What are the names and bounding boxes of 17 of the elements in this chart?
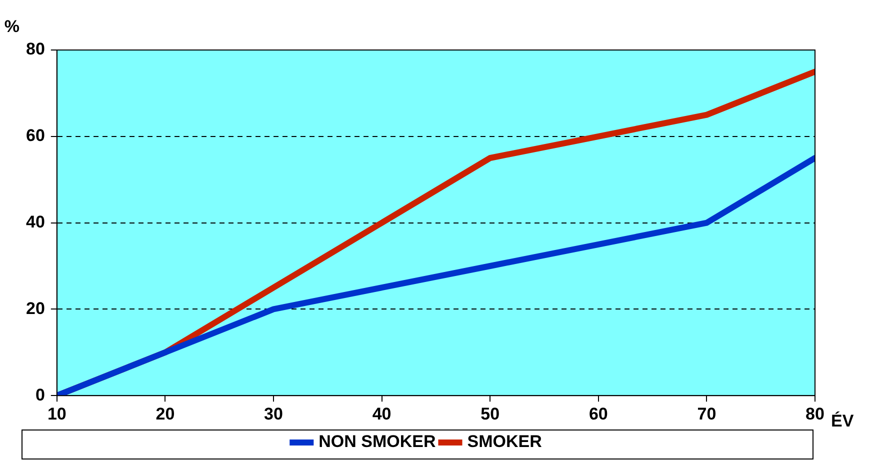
x-tick-label: 60 xyxy=(588,404,608,424)
x-axis-title: ÉV xyxy=(831,410,854,430)
y-tick-label: 0 xyxy=(35,385,45,404)
x-tick-label: 20 xyxy=(156,404,175,424)
x-tick-label: 40 xyxy=(372,404,392,424)
y-tick-label: 80 xyxy=(26,40,45,59)
x-tick-label: 80 xyxy=(806,404,824,424)
legend-label: SMOKER xyxy=(467,432,542,452)
y-tick-label: 40 xyxy=(26,212,45,232)
y-axis-title: % xyxy=(4,17,20,36)
y-tick-label: 20 xyxy=(26,298,45,318)
x-tick-label: 30 xyxy=(264,404,283,424)
x-tick-label: 10 xyxy=(47,404,66,424)
y-tick-label: 60 xyxy=(26,126,45,146)
legend-label: NON SMOKER xyxy=(318,432,436,452)
x-tick-label: 70 xyxy=(697,404,716,424)
x-tick-label: 50 xyxy=(480,404,500,424)
